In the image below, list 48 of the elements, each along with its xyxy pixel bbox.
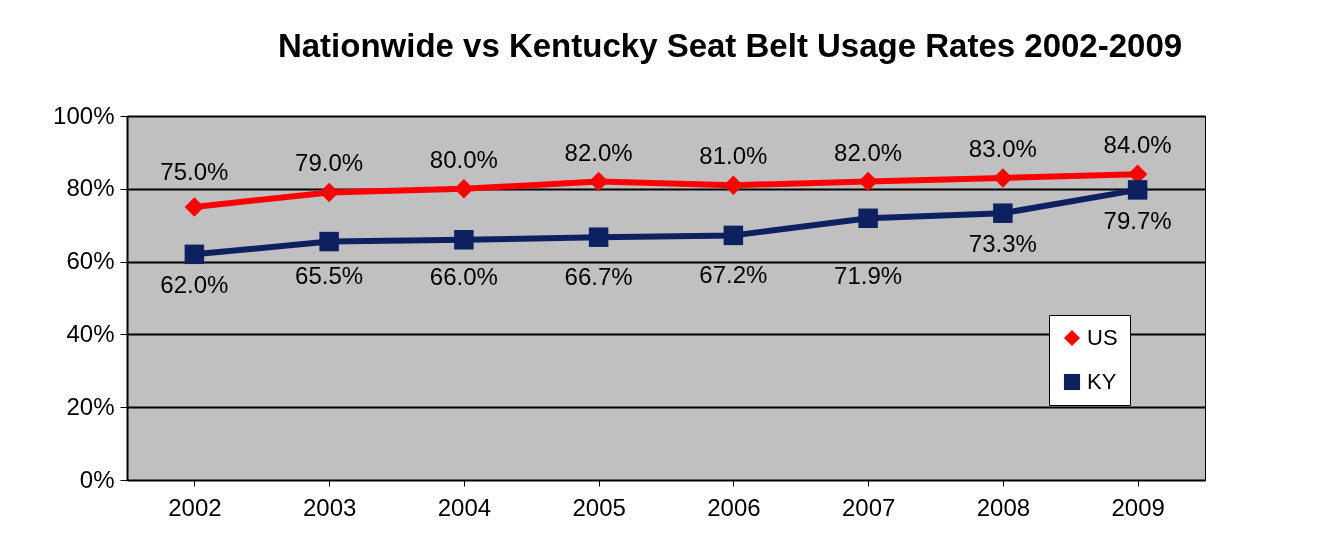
y-tick-label: 100%	[53, 101, 115, 129]
chart-title: Nationwide vs Kentucky Seat Belt Usage Rates 2002-2009	[277, 27, 1183, 64]
data-label: 75.0%	[160, 158, 229, 185]
point	[588, 171, 609, 192]
point	[723, 175, 744, 195]
legend-label: US	[1087, 325, 1118, 350]
point	[588, 227, 609, 247]
x-tick-label: 2007	[841, 493, 896, 521]
x-tick-label: 2002	[168, 493, 222, 521]
x-tick-label: 2006	[707, 493, 761, 521]
x-tick-label: 2003	[302, 493, 357, 521]
data-label: 82.0%	[834, 138, 903, 166]
point	[993, 203, 1013, 223]
data-label: 81.0%	[699, 142, 768, 170]
y-tick-label: 60%	[66, 247, 115, 275]
data-label: 82.0%	[564, 138, 633, 166]
point	[858, 171, 878, 192]
x-tick-label: 2004	[437, 493, 492, 521]
data-label: 79.7%	[1103, 206, 1172, 234]
data-label: 73.3%	[968, 230, 1037, 258]
x-tick-label: 2009	[1111, 493, 1165, 521]
data-label: 84.0%	[1103, 131, 1172, 159]
data-label: 67.2%	[699, 261, 768, 289]
data-label: 65.5%	[295, 261, 364, 289]
point	[993, 168, 1013, 188]
data-label: 83.0%	[968, 134, 1037, 162]
x-tick-label: 2008	[976, 493, 1031, 521]
point	[454, 179, 474, 199]
point	[858, 208, 878, 229]
data-label: 80.0%	[429, 145, 498, 173]
point	[319, 182, 339, 203]
x-tick-label: 2005	[572, 493, 626, 521]
y-tick-label: 0%	[79, 465, 115, 493]
point	[723, 225, 744, 246]
point	[319, 231, 339, 252]
y-tick-label: 80%	[66, 174, 115, 202]
point	[184, 197, 205, 217]
y-tick-label: 20%	[66, 392, 115, 420]
data-label: 62.0%	[160, 271, 229, 299]
data-label: 79.0%	[295, 149, 364, 177]
data-label: 71.9%	[834, 262, 903, 290]
point	[1127, 180, 1148, 200]
legend-label: KY	[1087, 369, 1117, 394]
data-label: 66.7%	[564, 263, 633, 291]
point	[184, 244, 205, 265]
y-tick-label: 40%	[66, 319, 115, 347]
point	[454, 230, 474, 250]
data-label: 66.0%	[429, 262, 498, 290]
